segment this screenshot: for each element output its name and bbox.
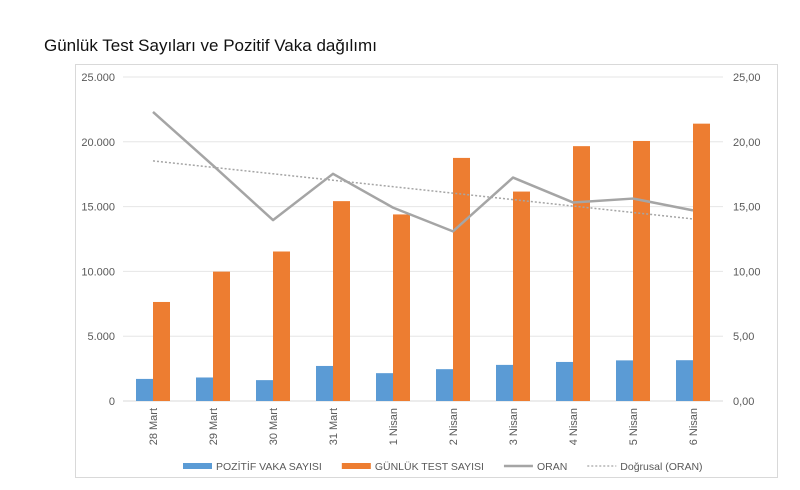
left-tick-label: 10.000 bbox=[81, 266, 115, 278]
x-tick-label: 1 Nisan bbox=[388, 408, 400, 445]
right-tick-label: 5,00 bbox=[733, 331, 754, 343]
bar-gunluk-test bbox=[393, 214, 410, 401]
left-tick-label: 25.000 bbox=[81, 72, 115, 84]
chart-title: Günlük Test Sayıları ve Pozitif Vaka dağ… bbox=[44, 36, 377, 55]
trendline-oran bbox=[152, 160, 694, 220]
x-tick-label: 31 Mart bbox=[328, 408, 340, 445]
right-tick-label: 0,00 bbox=[733, 396, 754, 408]
x-tick-label: 30 Mart bbox=[268, 408, 280, 445]
x-tick-label: 4 Nisan bbox=[568, 408, 580, 445]
bar-pozitif-vaka bbox=[136, 378, 153, 401]
bar-pozitif-vaka bbox=[256, 380, 273, 401]
bar-gunluk-test bbox=[633, 140, 650, 402]
bar-gunluk-test bbox=[333, 201, 350, 401]
legend-label: GÜNLÜK TEST SAYISI bbox=[375, 461, 484, 473]
right-tick-label: 15,00 bbox=[733, 202, 761, 214]
legend-label: POZİTİF VAKA SAYISI bbox=[216, 460, 322, 473]
bar-pozitif-vaka bbox=[436, 369, 453, 401]
line-oran bbox=[152, 111, 694, 233]
left-tick-label: 15.000 bbox=[81, 202, 115, 214]
left-tick-label: 20.000 bbox=[81, 137, 115, 149]
legend-swatch-1 bbox=[341, 463, 371, 469]
bar-pozitif-vaka bbox=[496, 364, 513, 401]
legend-label: Doğrusal (ORAN) bbox=[620, 461, 702, 473]
left-tick-label: 0 bbox=[109, 396, 115, 408]
x-tick-label: 6 Nisan bbox=[688, 408, 700, 445]
bar-pozitif-vaka bbox=[616, 360, 633, 401]
right-tick-label: 10,00 bbox=[733, 266, 761, 278]
x-tick-label: 2 Nisan bbox=[448, 408, 460, 445]
bar-pozitif-vaka bbox=[316, 365, 333, 401]
right-tick-label: 25,00 bbox=[733, 72, 761, 84]
legend-swatch-0 bbox=[183, 463, 212, 469]
x-tick-label: 29 Mart bbox=[208, 408, 220, 445]
bar-gunluk-test bbox=[573, 146, 590, 401]
bar-pozitif-vaka bbox=[376, 373, 393, 401]
bar-gunluk-test bbox=[153, 301, 170, 401]
bar-gunluk-test bbox=[513, 191, 530, 401]
x-tick-label: 28 Mart bbox=[148, 408, 160, 445]
bar-pozitif-vaka bbox=[196, 377, 213, 401]
bar-gunluk-test bbox=[273, 251, 290, 401]
right-tick-label: 20,00 bbox=[733, 137, 761, 149]
x-tick-label: 5 Nisan bbox=[628, 408, 640, 445]
bar-pozitif-vaka bbox=[556, 361, 573, 401]
x-tick-label: 3 Nisan bbox=[508, 408, 520, 445]
bar-gunluk-test bbox=[213, 271, 230, 401]
left-tick-label: 5.000 bbox=[87, 331, 115, 343]
chart-frame bbox=[75, 64, 778, 478]
bar-pozitif-vaka bbox=[676, 360, 693, 401]
legend-label: ORAN bbox=[537, 461, 567, 473]
bar-gunluk-test bbox=[693, 123, 710, 401]
